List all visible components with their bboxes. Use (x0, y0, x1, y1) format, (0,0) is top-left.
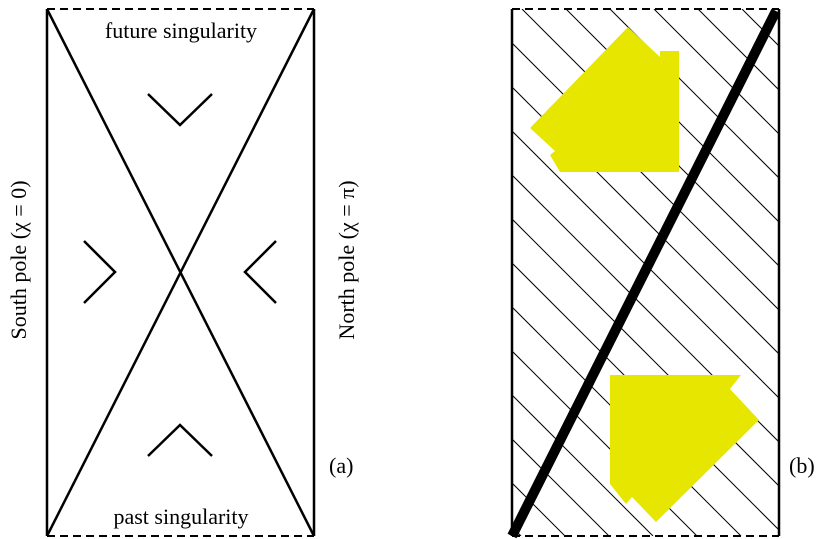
upper-arrow-shape (530, 27, 679, 172)
thick-diagonal-line (507, 8, 781, 539)
past-singularity-label: past singularity (113, 504, 248, 529)
bottom-chevron (147, 423, 213, 457)
panel-a-tag: (a) (329, 453, 353, 478)
top-chevron (147, 93, 213, 127)
left-chevron (83, 240, 117, 304)
panel-b: (b) (507, 8, 815, 539)
lower-arrow-shape (610, 375, 759, 522)
right-chevron (243, 240, 277, 304)
horizon-diagonal-2 (45, 8, 316, 537)
south-pole-label: South pole (χ = 0) (6, 180, 31, 339)
future-singularity-label: future singularity (105, 18, 257, 43)
panel-a: future singularity past singularity Sout… (6, 8, 359, 537)
panel-b-tag: (b) (789, 453, 815, 478)
north-pole-label: North pole (χ = π) (334, 180, 359, 339)
